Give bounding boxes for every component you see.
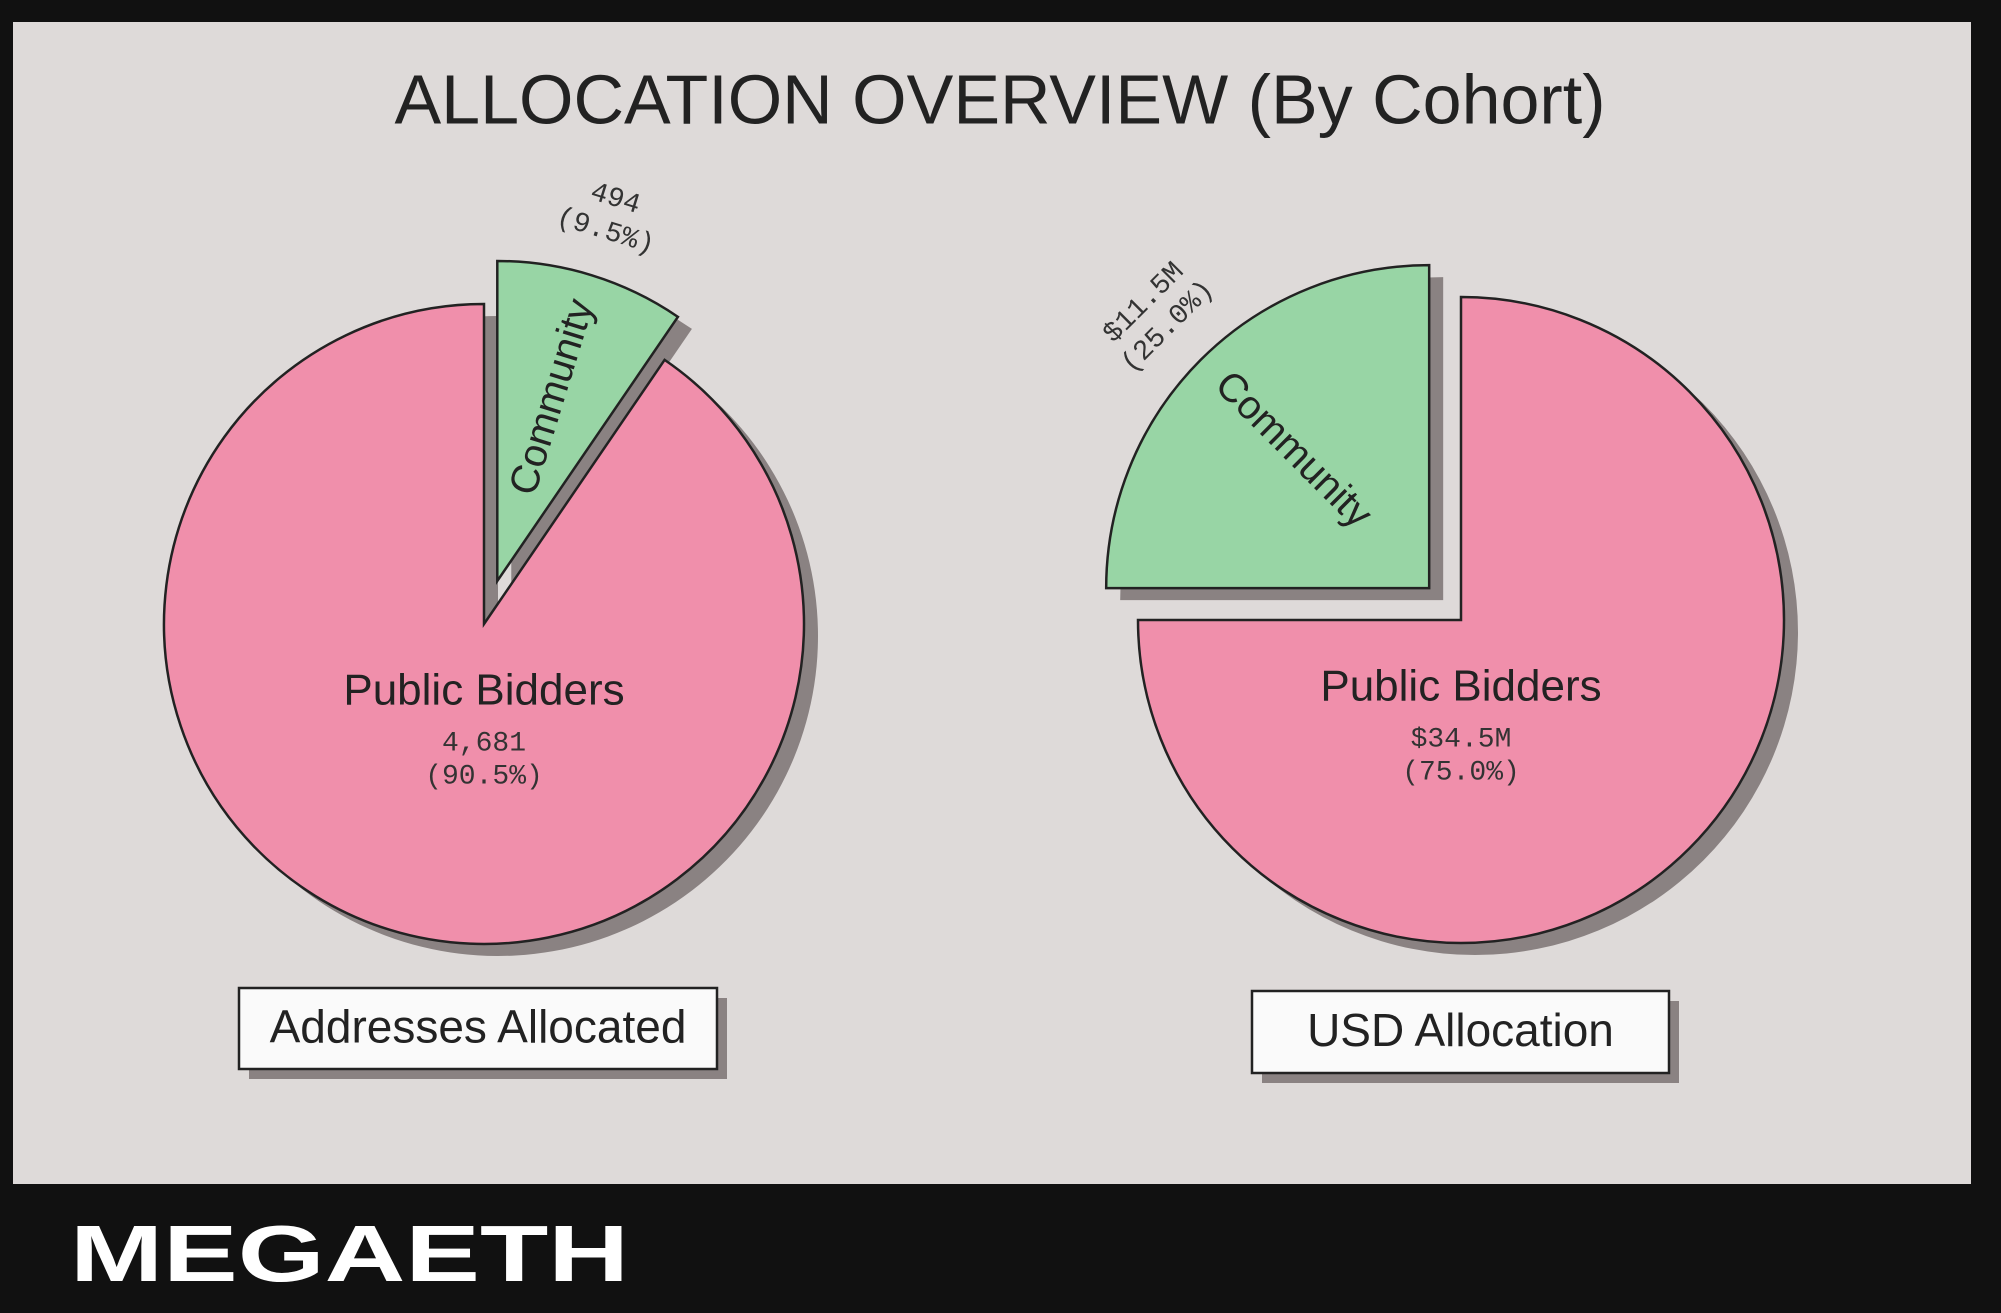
slice-label: Public Bidders <box>1320 662 1601 711</box>
slice-value: 4,681 <box>442 728 526 759</box>
title-box <box>237 986 719 1071</box>
slice-value: $34.5M <box>1411 724 1512 755</box>
pie-slice <box>162 302 806 946</box>
slice-percent: (75.0%) <box>1402 757 1520 788</box>
pie-slice <box>496 259 680 586</box>
pie-slice <box>1136 295 1786 945</box>
pie-slice <box>1104 263 1431 590</box>
chart-title: USD Allocation <box>1307 1004 1614 1056</box>
slice-label: Public Bidders <box>343 666 624 715</box>
slice-percent: (90.5%) <box>425 761 543 792</box>
title-box <box>1250 989 1671 1075</box>
chart-title: Addresses Allocated <box>270 1001 687 1053</box>
brand-logo: MEGAETH <box>70 1209 629 1298</box>
slide-title: ALLOCATION OVERVIEW (By Cohort) <box>394 60 1605 138</box>
